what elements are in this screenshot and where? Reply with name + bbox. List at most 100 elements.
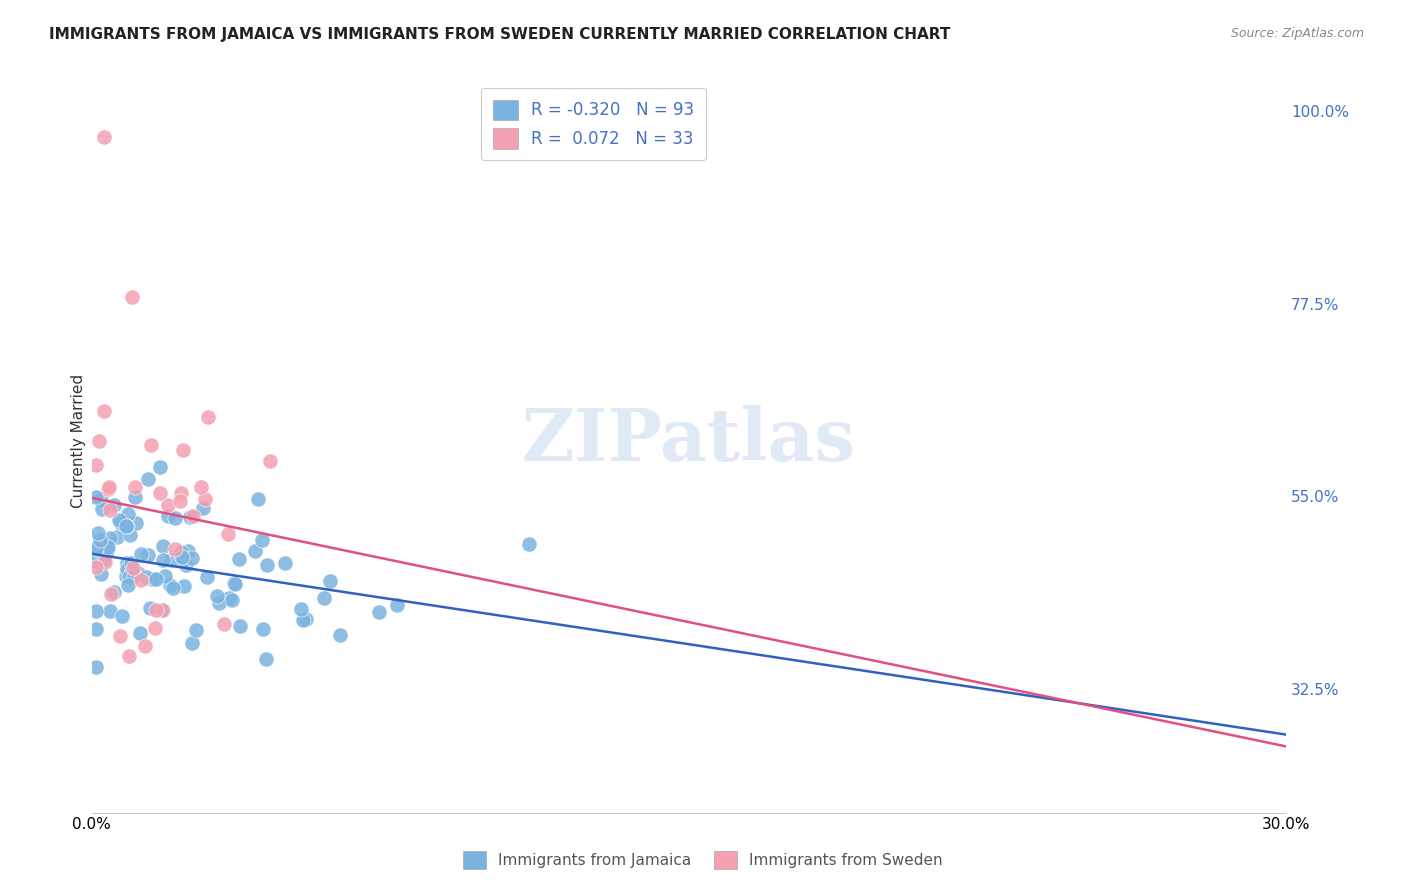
Point	[84, 622, 107, 636]
Point	[84, 458, 107, 473]
Point	[134, 639, 156, 653]
Point	[218, 591, 240, 606]
Text: ZIPatlas: ZIPatlas	[522, 405, 856, 476]
Point	[221, 593, 243, 607]
Point	[84, 604, 107, 618]
Point	[195, 569, 218, 583]
Point	[118, 648, 141, 663]
Point	[224, 576, 246, 591]
Point	[138, 548, 160, 562]
Point	[129, 573, 152, 587]
Point	[100, 587, 122, 601]
Point	[145, 603, 167, 617]
Point	[152, 553, 174, 567]
Point	[117, 578, 139, 592]
Point	[172, 550, 194, 565]
Point	[93, 552, 115, 566]
Point	[108, 513, 131, 527]
Point	[153, 568, 176, 582]
Point	[172, 554, 194, 568]
Point	[173, 579, 195, 593]
Point	[122, 561, 145, 575]
Text: Source: ZipAtlas.com: Source: ZipAtlas.com	[1230, 27, 1364, 40]
Point	[121, 564, 143, 578]
Point	[214, 616, 236, 631]
Point	[252, 622, 274, 636]
Point	[217, 526, 239, 541]
Point	[115, 519, 138, 533]
Point	[121, 290, 143, 304]
Point	[291, 613, 314, 627]
Point	[115, 562, 138, 576]
Point	[159, 553, 181, 567]
Point	[98, 604, 121, 618]
Point	[90, 567, 112, 582]
Point	[180, 636, 202, 650]
Point	[124, 480, 146, 494]
Point	[89, 533, 111, 548]
Point	[385, 598, 408, 612]
Point	[96, 544, 118, 558]
Point	[368, 605, 391, 619]
Point	[98, 480, 121, 494]
Point	[194, 492, 217, 507]
Point	[149, 459, 172, 474]
Point	[117, 507, 139, 521]
Point	[319, 574, 342, 589]
Point	[190, 480, 212, 494]
Point	[197, 410, 219, 425]
Y-axis label: Currently Married: Currently Married	[72, 374, 86, 508]
Legend: Immigrants from Jamaica, Immigrants from Sweden: Immigrants from Jamaica, Immigrants from…	[457, 845, 949, 875]
Point	[517, 537, 540, 551]
Point	[250, 533, 273, 548]
Point	[208, 596, 231, 610]
Point	[295, 612, 318, 626]
Point	[163, 541, 186, 556]
Point	[84, 554, 107, 568]
Point	[97, 482, 120, 496]
Point	[141, 437, 163, 451]
Point	[118, 569, 141, 583]
Point	[179, 509, 201, 524]
Point	[152, 603, 174, 617]
Point	[125, 516, 148, 531]
Point	[103, 498, 125, 512]
Point	[156, 498, 179, 512]
Point	[228, 552, 250, 566]
Point	[84, 541, 107, 556]
Point	[110, 516, 132, 531]
Point	[143, 621, 166, 635]
Point	[181, 509, 204, 524]
Point	[90, 501, 112, 516]
Point	[228, 619, 250, 633]
Point	[156, 509, 179, 524]
Point	[193, 501, 215, 516]
Point	[176, 544, 198, 558]
Point	[174, 558, 197, 572]
Point	[84, 660, 107, 674]
Point	[93, 555, 115, 569]
Point	[115, 569, 138, 583]
Point	[84, 490, 107, 504]
Point	[89, 434, 111, 448]
Point	[98, 531, 121, 545]
Point	[145, 572, 167, 586]
Point	[181, 551, 204, 566]
Point	[131, 547, 153, 561]
Point	[90, 491, 112, 506]
Point	[163, 511, 186, 525]
Point	[141, 572, 163, 586]
Point	[169, 544, 191, 558]
Point	[254, 652, 277, 666]
Point	[274, 557, 297, 571]
Text: IMMIGRANTS FROM JAMAICA VS IMMIGRANTS FROM SWEDEN CURRENTLY MARRIED CORRELATION : IMMIGRANTS FROM JAMAICA VS IMMIGRANTS FR…	[49, 27, 950, 42]
Point	[120, 528, 142, 542]
Point	[186, 623, 208, 637]
Point	[93, 404, 115, 418]
Point	[135, 569, 157, 583]
Point	[105, 531, 128, 545]
Point	[117, 556, 139, 570]
Point	[162, 581, 184, 595]
Point	[329, 628, 352, 642]
Point	[290, 602, 312, 616]
